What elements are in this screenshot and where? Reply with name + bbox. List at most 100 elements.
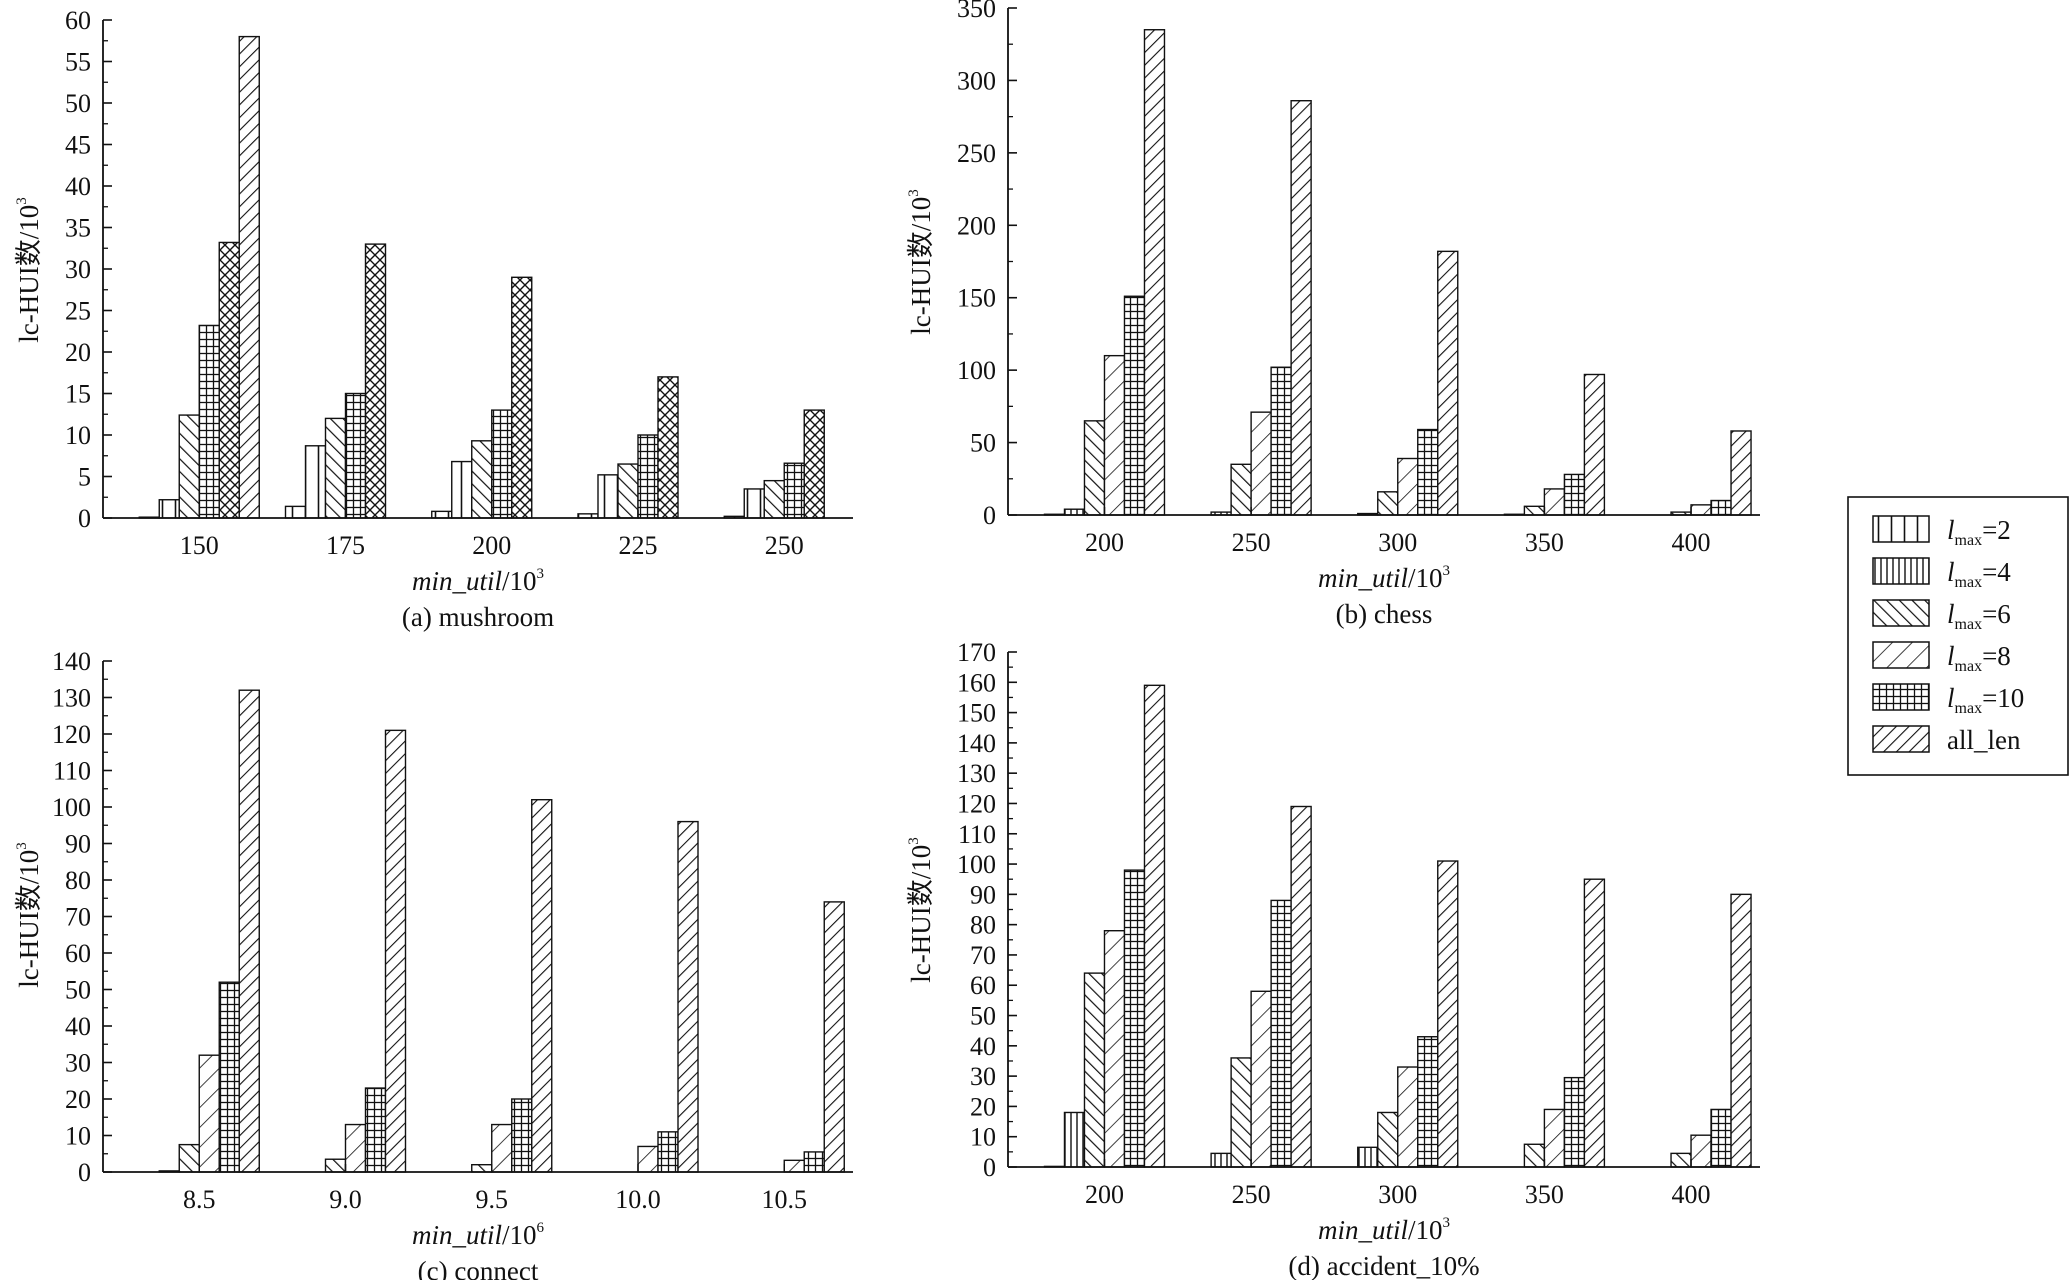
y-tick-label: 0 [78,504,91,533]
bar-p3-s4-c5 [783,1159,805,1173]
bar-p4-s6-c1 [1143,684,1166,1168]
bar-p2-s5-c4 [1563,473,1586,516]
bar-p4-s3-c4 [1523,1143,1546,1168]
x-axis-title: min_util/103 [412,566,544,596]
bar-p3-s6-c4 [677,820,699,1173]
y-tick-label: 30 [970,1062,996,1091]
bar-p3-s6-c3 [531,799,553,1173]
bar-p4-s3-c3 [1377,1111,1399,1168]
bar-p4-s6-c3 [1437,860,1459,1168]
bar-p2-s3-c4 [1523,505,1546,516]
x-tick-label: 225 [619,531,658,560]
legend-label: all_len [1947,725,2021,755]
bar-p1-s2-c5 [743,488,765,519]
bar-p3-s5-c1 [218,981,240,1173]
x-axis-title: min_util/106 [412,1220,545,1250]
bar-p1-s3-c1 [178,414,200,519]
bar-p3-s6-c5 [823,901,845,1173]
bar-p4-s2-c1 [1063,1111,1086,1168]
y-tick-label: 10 [970,1123,996,1152]
y-tick-label: 55 [65,48,91,77]
bar-p3-s4-c2 [344,1123,367,1173]
bar-p4-s5-c2 [1270,899,1292,1168]
x-tick-label: 9.5 [476,1185,509,1214]
bar-p2-s6-c2 [1290,100,1312,516]
bar-p3-s5-c2 [364,1087,387,1173]
x-tick-label: 250 [1232,1180,1271,1209]
bar-p2-s3-c2 [1230,463,1252,516]
x-axis-title: min_util/103 [1318,563,1450,593]
y-tick-label: 0 [983,1153,996,1182]
legend-label: lmax=8 [1947,641,2011,675]
bar-p4-s3-c5 [1670,1152,1692,1168]
chart-panel-4: 0102030405060708090100110120130140150160… [906,638,1760,1280]
legend: lmax=2 lmax=4 lmax=6 lmax=8 lmax=10 all_len [1847,496,2069,776]
bar-p4-s2-c2 [1210,1152,1232,1168]
bar-p1-s2-c4 [597,474,619,519]
chart-panel-1: 0 5 10 15 20 25 30 35 40 45 50 55 60 150 175 200 225 250 m… [14,6,853,632]
x-tick-label: 350 [1525,1180,1564,1209]
panel-caption: (c) connect [418,1256,539,1280]
bar-p2-s3-c1 [1083,420,1106,516]
y-tick-label: 50 [65,976,91,1005]
bar-p4-s2-c3 [1357,1146,1379,1168]
bar-p2-s3-c3 [1377,491,1399,516]
y-tick-label: 300 [957,66,996,95]
panel-caption: (b) chess [1336,599,1433,629]
bar-p2-s4-c1 [1103,354,1126,516]
bar-p1-s5-c5 [803,409,825,519]
bar-p3-s4-c3 [491,1123,513,1173]
y-tick-label: 70 [65,903,91,932]
panel-caption: (d) accident_10% [1288,1251,1479,1280]
y-tick-label: 35 [65,214,91,243]
bar-p4-s4-c1 [1103,930,1126,1168]
bar-p3-s5-c3 [511,1098,533,1173]
chart-panel-2: 0 50 100 150 200 250 300 350 200 250 300 350 400 min_… [906,0,1760,629]
y-axis-title: lc-HUI数/103 [906,189,936,334]
y-axis-title: lc-HUI数/103 [906,837,936,982]
bar-p1-s3-c5 [763,479,785,519]
bar-p2-s4-c4 [1543,488,1566,516]
x-tick-label: 150 [180,531,219,560]
y-tick-label: 130 [957,759,996,788]
bar-p1-s1-c2 [284,505,307,519]
bar-p1-s6-c1 [238,35,260,519]
y-tick-label: 350 [957,0,996,23]
bar-p2-s6-c4 [1583,373,1606,516]
x-tick-label: 10.5 [762,1185,808,1214]
y-tick-label: 30 [65,1049,91,1078]
y-tick-label: 100 [957,356,996,385]
x-tick-label: 8.5 [183,1185,216,1214]
bar-p1-s3-c2 [324,417,347,519]
y-tick-label: 100 [957,850,996,879]
y-tick-label: 15 [65,380,91,409]
bar-p4-s3-c2 [1230,1057,1252,1168]
bar-p2-s4-c3 [1397,457,1419,516]
y-tick-label: 50 [970,1002,996,1031]
legend-swatch [1872,599,1930,627]
x-tick-label: 9.0 [329,1185,362,1214]
legend-label: lmax=6 [1947,599,2011,633]
x-tick-label: 10.0 [615,1185,661,1214]
bar-p4-s4-c3 [1397,1066,1419,1168]
legend-label: lmax=10 [1947,683,2024,717]
y-axis-title: lc-HUI数/103 [14,842,44,987]
y-tick-label: 10 [65,421,91,450]
y-tick-label: 30 [65,255,91,284]
y-tick-label: 150 [957,699,996,728]
bar-p4-s4-c2 [1250,990,1272,1168]
y-tick-label: 40 [65,1012,91,1041]
y-tick-label: 20 [65,338,91,367]
y-tick-label: 160 [957,668,996,697]
y-tick-label: 20 [65,1085,91,1114]
legend-label: lmax=2 [1947,515,2011,549]
bar-p4-s5-c5 [1710,1108,1732,1168]
y-tick-label: 100 [52,793,91,822]
bar-p4-s6-c2 [1290,805,1312,1168]
bar-p2-s4-c5 [1690,504,1712,516]
x-tick-label: 250 [1232,528,1271,557]
y-tick-label: 5 [78,463,91,492]
y-tick-label: 10 [65,1122,91,1151]
bar-p4-s4-c4 [1543,1108,1566,1168]
